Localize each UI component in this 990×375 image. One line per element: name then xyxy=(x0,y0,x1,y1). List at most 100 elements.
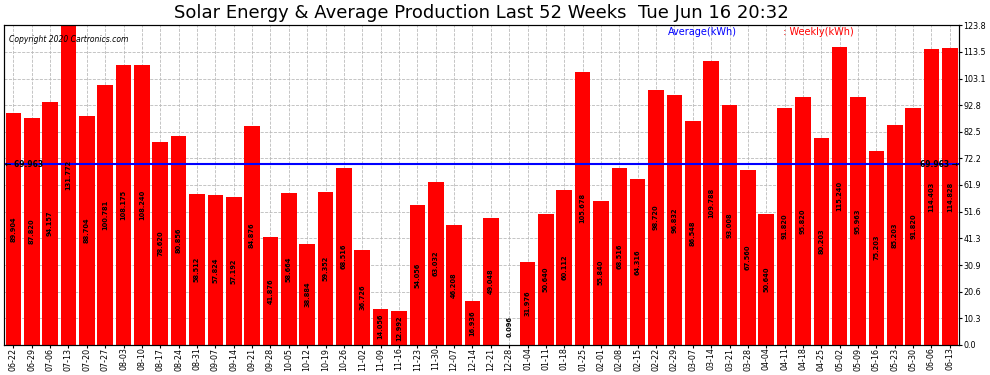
Bar xyxy=(60,4,76,345)
Bar xyxy=(428,182,444,345)
Bar xyxy=(134,65,149,345)
Text: 91.820: 91.820 xyxy=(781,213,788,239)
Text: 114.828: 114.828 xyxy=(946,182,952,212)
Bar xyxy=(593,201,609,345)
Bar xyxy=(648,90,664,345)
Text: 114.403: 114.403 xyxy=(929,182,935,212)
Bar xyxy=(777,108,792,345)
Bar xyxy=(79,116,95,345)
Bar xyxy=(630,179,645,345)
Text: Copyright 2020 Cartronics.com: Copyright 2020 Cartronics.com xyxy=(9,35,129,44)
Text: ← 69.963: ← 69.963 xyxy=(5,160,44,169)
Text: 58.664: 58.664 xyxy=(286,256,292,282)
Text: 75.203: 75.203 xyxy=(873,235,879,261)
Text: 87.820: 87.820 xyxy=(29,219,35,244)
Text: 14.056: 14.056 xyxy=(377,314,383,339)
Text: 68.516: 68.516 xyxy=(617,244,623,269)
Bar xyxy=(741,170,755,345)
Text: 108.175: 108.175 xyxy=(121,190,127,220)
Bar xyxy=(722,105,738,345)
Text: 91.820: 91.820 xyxy=(910,213,916,239)
Bar xyxy=(446,225,462,345)
Bar xyxy=(539,214,553,345)
Text: 78.620: 78.620 xyxy=(157,231,163,256)
Bar xyxy=(612,168,627,345)
Text: 95.963: 95.963 xyxy=(855,208,861,234)
Text: 95.820: 95.820 xyxy=(800,209,806,234)
Text: 131.772: 131.772 xyxy=(65,159,71,190)
Bar xyxy=(814,138,829,345)
Text: 98.720: 98.720 xyxy=(653,204,659,230)
Bar xyxy=(795,98,811,345)
Bar xyxy=(832,47,847,345)
Text: 115.240: 115.240 xyxy=(837,181,842,211)
Text: 68.516: 68.516 xyxy=(341,244,346,269)
Bar xyxy=(281,194,297,345)
Bar xyxy=(556,190,572,345)
Text: 89.904: 89.904 xyxy=(10,216,17,242)
Bar xyxy=(703,61,719,345)
Text: 84.876: 84.876 xyxy=(249,222,255,248)
Bar xyxy=(245,126,259,345)
Text: 57.824: 57.824 xyxy=(212,257,219,283)
Text: 94.157: 94.157 xyxy=(48,210,53,236)
Bar xyxy=(116,66,132,345)
Bar xyxy=(262,237,278,345)
Bar xyxy=(226,197,242,345)
Text: 50.640: 50.640 xyxy=(763,267,769,292)
Text: 80.856: 80.856 xyxy=(175,228,181,253)
Text: 55.840: 55.840 xyxy=(598,260,604,285)
Bar xyxy=(483,218,499,345)
Bar xyxy=(942,48,957,345)
Text: 64.316: 64.316 xyxy=(635,249,641,274)
Bar xyxy=(208,195,223,345)
Text: : Weekly(kWh): : Weekly(kWh) xyxy=(780,27,854,37)
Bar xyxy=(189,194,205,345)
Text: 80.203: 80.203 xyxy=(819,228,825,254)
Text: 60.112: 60.112 xyxy=(561,254,567,280)
Text: 108.240: 108.240 xyxy=(139,190,145,220)
Bar xyxy=(6,112,21,345)
Text: 105.678: 105.678 xyxy=(579,193,586,224)
Bar xyxy=(464,301,480,345)
Text: 58.512: 58.512 xyxy=(194,256,200,282)
Text: 41.876: 41.876 xyxy=(267,278,273,303)
Text: 63.032: 63.032 xyxy=(433,251,439,276)
Bar xyxy=(868,151,884,345)
Text: 57.192: 57.192 xyxy=(231,258,237,284)
Bar xyxy=(685,121,701,345)
Text: 96.832: 96.832 xyxy=(671,207,677,232)
Bar xyxy=(520,262,536,345)
Text: 109.788: 109.788 xyxy=(708,188,714,218)
Text: 100.781: 100.781 xyxy=(102,200,108,230)
Bar xyxy=(758,214,774,345)
Text: 67.560: 67.560 xyxy=(744,245,750,270)
Bar xyxy=(97,84,113,345)
Bar xyxy=(318,192,334,345)
Text: 49.048: 49.048 xyxy=(488,268,494,294)
Text: 59.352: 59.352 xyxy=(323,255,329,281)
Bar xyxy=(43,102,57,345)
Text: 36.726: 36.726 xyxy=(359,285,365,310)
Bar xyxy=(575,72,590,345)
Bar xyxy=(850,97,866,345)
Text: 46.208: 46.208 xyxy=(451,272,457,298)
Text: 50.640: 50.640 xyxy=(543,267,548,292)
Bar xyxy=(924,50,940,345)
Bar xyxy=(666,95,682,345)
Title: Solar Energy & Average Production Last 52 Weeks  Tue Jun 16 20:32: Solar Energy & Average Production Last 5… xyxy=(174,4,789,22)
Bar xyxy=(171,136,186,345)
Bar xyxy=(336,168,351,345)
Bar xyxy=(905,108,921,345)
Text: Average(kWh): Average(kWh) xyxy=(668,27,737,37)
Bar xyxy=(299,244,315,345)
Text: 69.963 →: 69.963 → xyxy=(920,160,958,169)
Bar xyxy=(391,311,407,345)
Text: 93.008: 93.008 xyxy=(727,212,733,237)
Bar xyxy=(373,309,388,345)
Text: 31.976: 31.976 xyxy=(525,291,531,316)
Bar xyxy=(24,118,40,345)
Bar xyxy=(354,250,370,345)
Bar xyxy=(152,142,168,345)
Text: 54.056: 54.056 xyxy=(415,262,421,288)
